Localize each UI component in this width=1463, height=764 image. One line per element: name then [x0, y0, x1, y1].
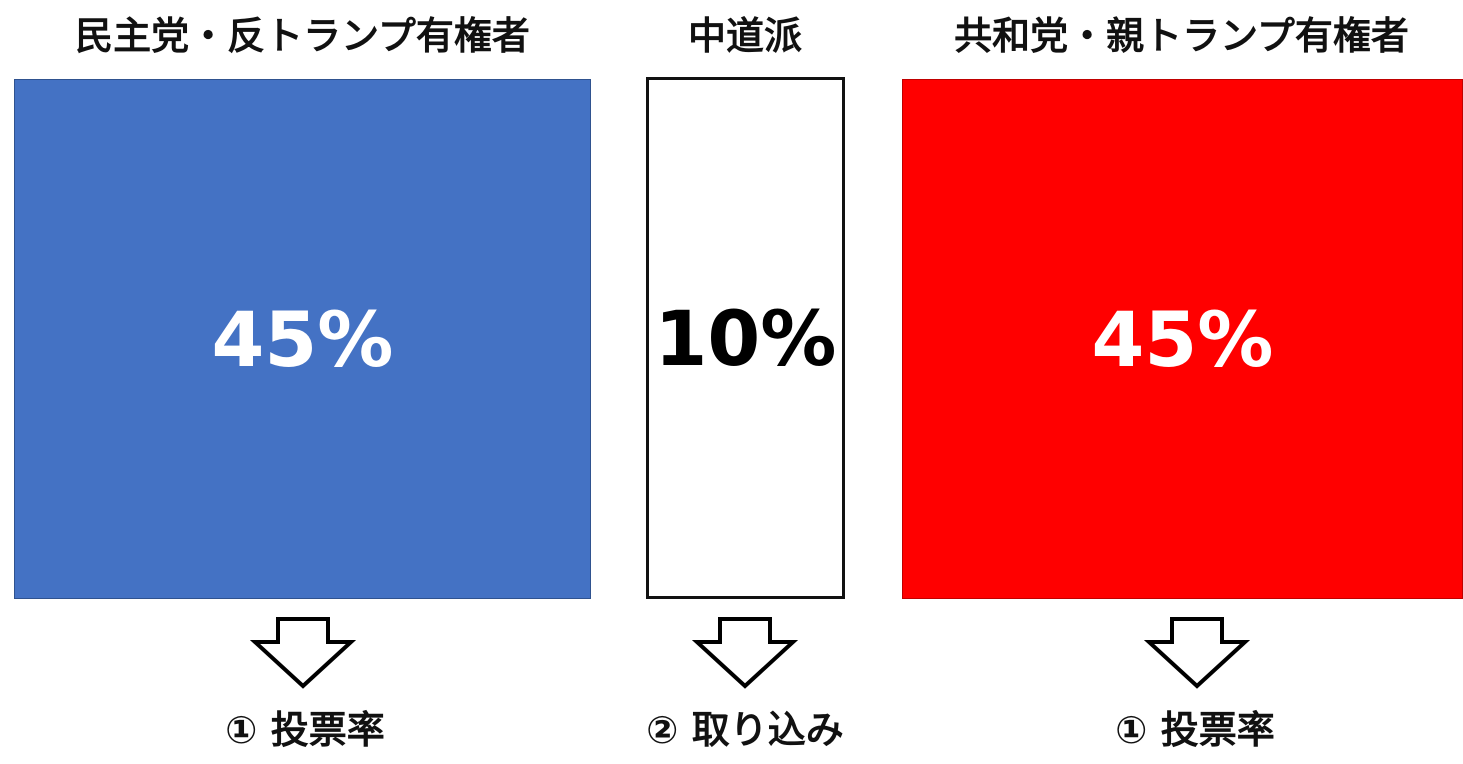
left-heading: 民主党・反トランプ有権者	[75, 14, 530, 58]
center-block: 10%	[646, 77, 845, 599]
left-percent: 45%	[211, 294, 394, 384]
right-down-arrow-icon	[1144, 617, 1250, 689]
left-label: ① 投票率	[225, 708, 385, 752]
right-block: 45%	[902, 79, 1463, 599]
center-percent: 10%	[654, 293, 837, 383]
left-block: 45%	[14, 79, 591, 599]
right-percent: 45%	[1091, 294, 1274, 384]
center-down-arrow-icon	[692, 617, 798, 689]
center-label: ② 取り込み	[646, 708, 844, 752]
left-down-arrow-icon	[250, 617, 356, 689]
right-label: ① 投票率	[1115, 708, 1275, 752]
right-heading: 共和党・親トランプ有権者	[954, 14, 1409, 58]
center-heading: 中道派	[687, 14, 802, 58]
